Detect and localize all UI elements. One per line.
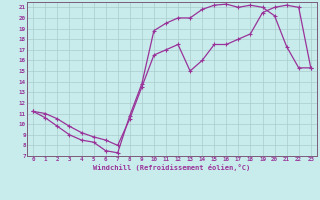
X-axis label: Windchill (Refroidissement éolien,°C): Windchill (Refroidissement éolien,°C) [93,164,251,171]
